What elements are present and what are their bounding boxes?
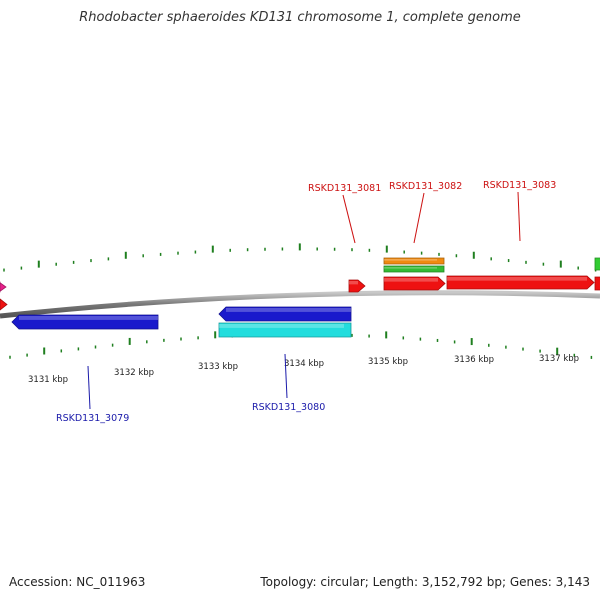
scale-label: 3136 kbp bbox=[454, 355, 494, 365]
gene-label-leader bbox=[517, 191, 521, 242]
gene-label[interactable]: RSKD131_3083 bbox=[483, 180, 556, 191]
gene-features bbox=[0, 257, 600, 338]
scale-label: 3132 kbp bbox=[114, 368, 154, 378]
gene-label[interactable]: RSKD131_3081 bbox=[308, 183, 381, 194]
feature-blue-gene-3079[interactable] bbox=[11, 314, 159, 330]
accession-text: Accession: NC_011963 bbox=[9, 575, 146, 589]
feature-blue-gene-3080[interactable] bbox=[218, 306, 352, 322]
scale-label: 3134 kbp bbox=[284, 359, 324, 369]
genome-backbone bbox=[0, 290, 600, 319]
gene-labels: RSKD131_3081 RSKD131_3082 RSKD131_3083 RSKD… bbox=[56, 180, 556, 424]
gene-label-leader bbox=[413, 192, 425, 244]
feature-red-gene-3082[interactable] bbox=[383, 276, 446, 291]
gene-label-leader bbox=[87, 365, 91, 410]
tick-marks-upper bbox=[3, 243, 597, 272]
feature-green-stub-right[interactable] bbox=[594, 257, 600, 271]
feature-red-stub-left[interactable] bbox=[0, 298, 8, 311]
gene-label-leader bbox=[284, 353, 288, 399]
feature-red-stub-right[interactable] bbox=[594, 276, 600, 291]
gene-label-leader bbox=[342, 194, 356, 244]
tick-marks-lower bbox=[9, 329, 593, 359]
gene-label[interactable]: RSKD131_3079 bbox=[56, 413, 129, 424]
gene-label[interactable]: RSKD131_3082 bbox=[389, 181, 462, 192]
feature-magenta-stub[interactable] bbox=[0, 281, 7, 293]
scale-label: 3135 kbp bbox=[368, 357, 408, 367]
feature-orange-bar[interactable] bbox=[383, 257, 445, 265]
feature-red-small[interactable] bbox=[348, 279, 366, 293]
genome-summary-text: Topology: circular; Length: 3,152,792 bp… bbox=[260, 575, 590, 589]
scale-label: 3137 kbp bbox=[539, 354, 579, 364]
feature-red-gene-3083[interactable] bbox=[446, 275, 595, 290]
map-title: Rhodobacter sphaeroides KD131 chromosome… bbox=[79, 10, 521, 25]
scale-labels: 3131 kbp 3132 kbp 3133 kbp 3134 kbp 3135 kbp… bbox=[28, 354, 579, 385]
scale-label: 3131 kbp bbox=[28, 375, 68, 385]
scale-label: 3133 kbp bbox=[198, 362, 238, 372]
gene-label[interactable]: RSKD131_3080 bbox=[252, 402, 325, 413]
feature-cyan-gene-3080[interactable] bbox=[218, 322, 352, 338]
feature-green-bar[interactable] bbox=[383, 265, 445, 273]
